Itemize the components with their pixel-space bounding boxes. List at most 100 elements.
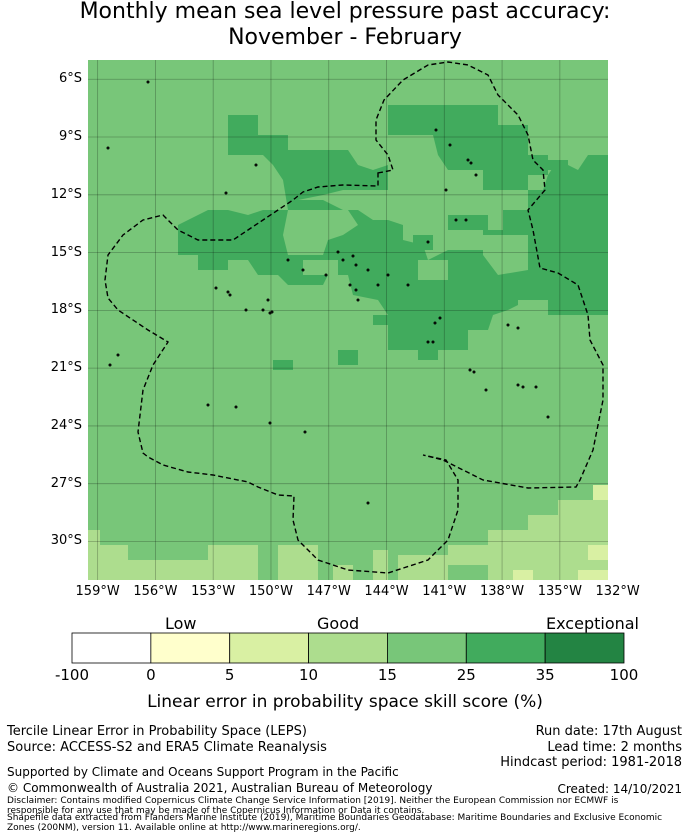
x-tick-label: 153°W (191, 584, 236, 599)
island-mark (324, 273, 328, 277)
island-mark (466, 158, 470, 162)
island-mark (521, 385, 525, 389)
island-mark (468, 368, 472, 372)
island-mark (146, 80, 150, 84)
source-text: Source: ACCESS-S2 and ERA5 Climate Reana… (7, 740, 327, 755)
colorbar-tick-label: 25 (456, 666, 476, 684)
y-tick-label: 6°S (58, 71, 82, 87)
y-tick-label: 30°S (50, 533, 82, 549)
island-mark (268, 421, 272, 425)
island-mark (106, 146, 110, 150)
island-mark (266, 298, 270, 302)
x-tick-label: 144°W (364, 584, 409, 599)
x-tick-label: 138°W (479, 584, 525, 599)
colorbar-swatches (71, 632, 625, 664)
island-mark (341, 258, 345, 262)
x-tick-label: 150°W (248, 584, 294, 599)
island-mark (351, 254, 355, 258)
hindcast-period: Hindcast period: 1981-2018 (500, 755, 682, 770)
island-mark (254, 163, 258, 167)
x-tick-label: 132°W (595, 584, 640, 599)
island-mark (214, 286, 218, 290)
gridlines (88, 60, 619, 580)
island-mark (426, 340, 430, 344)
y-tick-label: 12°S (50, 186, 82, 202)
island-mark (474, 173, 478, 177)
colorbar-tick-label: 100 (609, 666, 639, 684)
island-mark (426, 240, 430, 244)
island-mark (454, 218, 458, 222)
island-mark (224, 191, 228, 195)
island-mark (534, 385, 538, 389)
island-mark (286, 258, 290, 262)
created-date: Created: 14/10/2021 (557, 782, 682, 796)
colorbar-swatch (229, 632, 309, 664)
colorbar-tick-label: 0 (146, 666, 156, 684)
islands (106, 80, 550, 505)
colorbar (71, 632, 625, 664)
colorbar-tick-label: 15 (377, 666, 397, 684)
island-mark (516, 326, 520, 330)
x-tick-label: 156°W (133, 584, 178, 599)
x-tick-label: 135°W (537, 584, 582, 599)
colorbar-category-low: Low (165, 614, 197, 633)
island-mark (516, 383, 520, 387)
y-tick-label: 9°S (58, 129, 82, 145)
island-mark (366, 501, 370, 505)
map-base-good (88, 60, 608, 580)
run-date: Run date: 17th August (535, 724, 682, 739)
skill-patches-25-35 (178, 105, 608, 370)
disclaimer-line-1: Disclaimer: Contains modified Copernicus… (7, 796, 619, 806)
colorbar-tick-label: -100 (54, 666, 90, 684)
island-mark (464, 218, 468, 222)
island-mark (469, 161, 473, 165)
method-text: Tercile Linear Error in Probability Spac… (7, 724, 307, 739)
colorbar-swatch (150, 632, 231, 664)
copyright-text: © Commonwealth of Australia 2021, Austra… (7, 781, 433, 795)
island-mark (348, 283, 352, 287)
island-mark (386, 273, 390, 277)
title-line-1: Monthly mean sea level pressure past acc… (79, 0, 611, 24)
island-mark (261, 308, 265, 312)
island-mark (354, 263, 358, 267)
island-mark (434, 128, 438, 132)
eez-boundary (104, 61, 604, 574)
island-mark (108, 363, 112, 367)
island-mark (354, 288, 358, 292)
colorbar-swatch (544, 632, 625, 664)
island-mark (268, 311, 272, 315)
island-mark (484, 388, 488, 392)
colorbar-tick-label: 10 (299, 666, 319, 684)
island-mark (472, 370, 476, 374)
colorbar-swatch (387, 632, 467, 664)
x-tick-label: 141°W (422, 584, 467, 599)
supported-text: Supported by Climate and Oceans Support … (7, 765, 399, 779)
island-mark (444, 188, 448, 192)
colorbar-swatch (465, 632, 546, 664)
island-mark (438, 316, 442, 320)
island-mark (228, 293, 232, 297)
x-tick-label: 147°W (306, 584, 351, 599)
skill-patches-15-25-inner (283, 180, 528, 280)
map-canvas (88, 60, 619, 580)
island-mark (406, 283, 410, 287)
island-mark (448, 143, 452, 147)
disclaimer-line-2: responsible for any use that may be made… (7, 806, 425, 816)
y-tick-label: 24°S (50, 417, 82, 433)
colorbar-tick-label: 5 (224, 666, 235, 684)
colorbar-tick-label: 35 (535, 666, 555, 684)
island-mark (376, 283, 380, 287)
colorbar-category-exceptional: Exceptional (546, 614, 639, 633)
island-mark (356, 298, 360, 302)
disclaimer-line-3: Shapefile data extracted from Flanders M… (7, 813, 663, 823)
island-mark (546, 415, 550, 419)
island-mark (303, 430, 307, 434)
island-mark (206, 403, 210, 407)
colorbar-label: Linear error in probability space skill … (147, 692, 543, 712)
island-mark (226, 290, 230, 294)
lead-time: Lead time: 2 months (547, 740, 682, 755)
y-tick-label: 18°S (50, 302, 82, 318)
island-mark (366, 268, 370, 272)
island-mark (433, 321, 437, 325)
island-mark (244, 308, 248, 312)
